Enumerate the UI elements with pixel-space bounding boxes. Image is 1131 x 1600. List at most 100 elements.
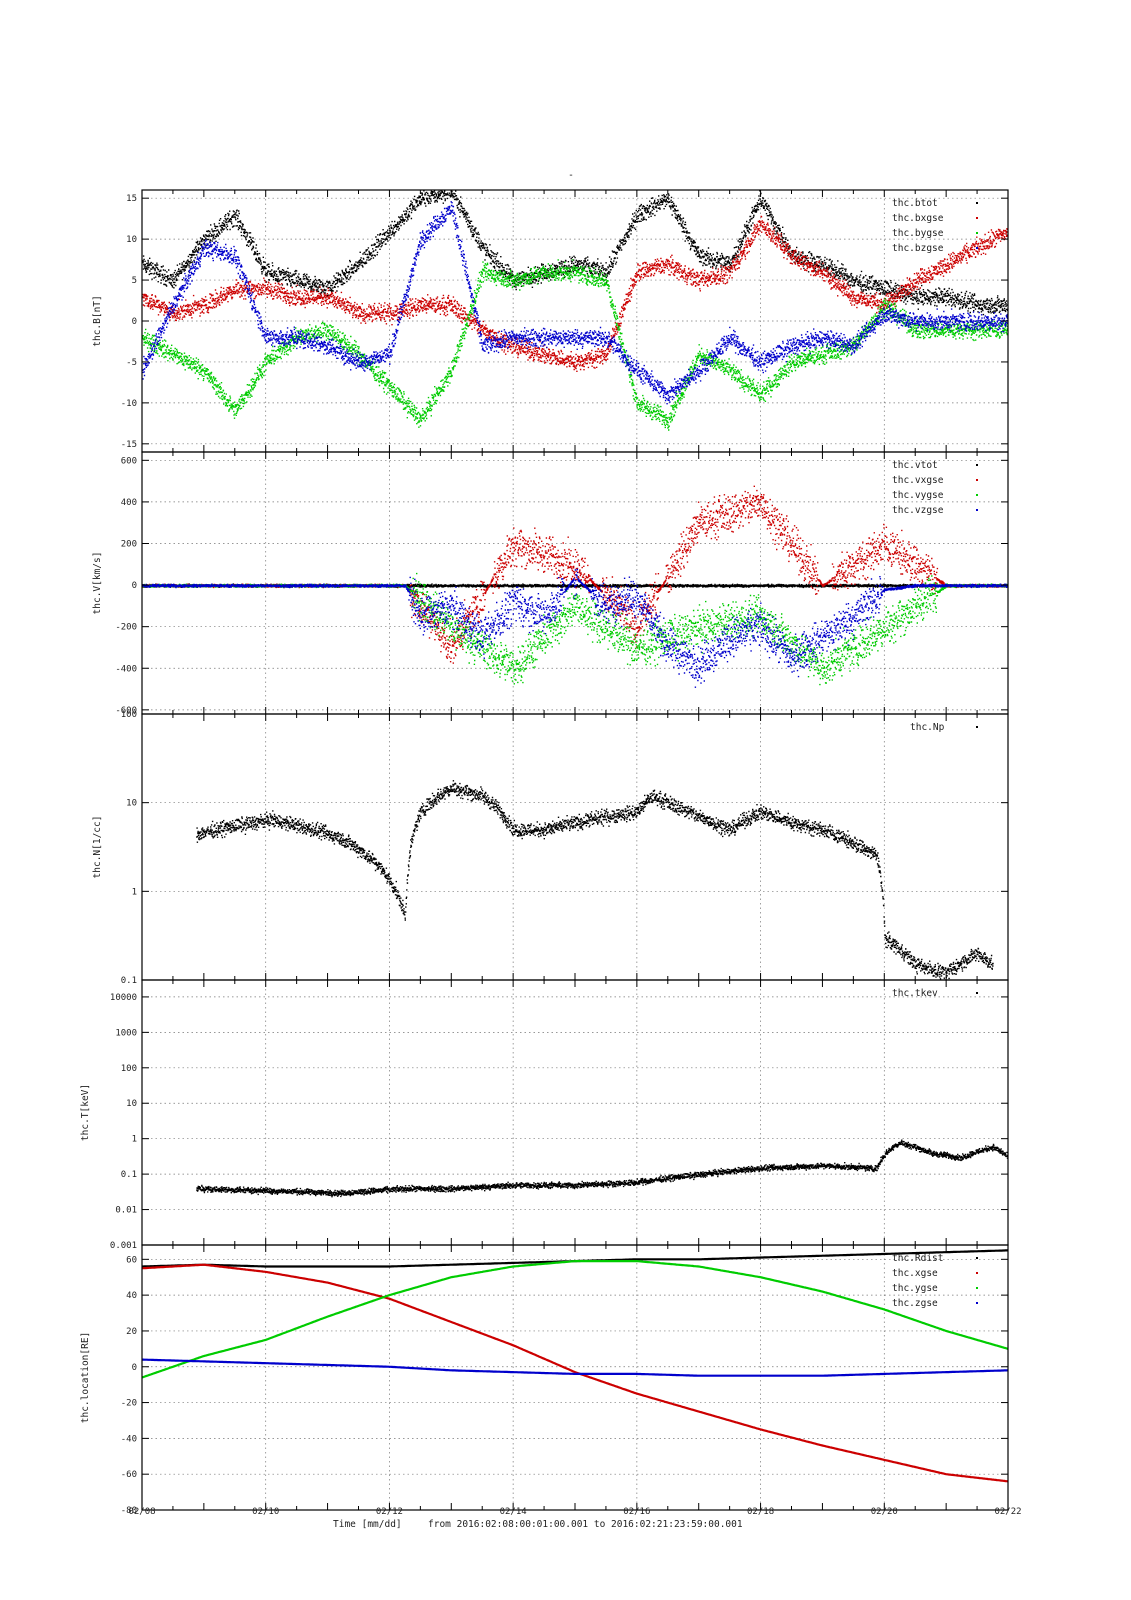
- legend-marker-thc-vxgse: [976, 479, 978, 481]
- temperature-ytick-label: 0.1: [121, 1170, 137, 1180]
- density-grid: [142, 714, 1008, 980]
- location-legend: thc.Rdist thc.xgse thc.ygse thc.zgse: [892, 1253, 978, 1309]
- legend-marker-thc-tkev: [976, 992, 978, 994]
- panel-b-field: 15 10 5 0 -5 -10 -15 thc.B[nT] thc.btot thc.bxgse…: [92, 189, 1009, 453]
- legend-label-thc-vygse: thc.vygse: [892, 490, 944, 501]
- temperature-frame: [141, 979, 1009, 1246]
- density-ytick-label: 10: [126, 799, 137, 809]
- density-legend: thc.Np: [910, 722, 978, 733]
- temperature-ytick-label: 10: [126, 1099, 137, 1109]
- velocity-ytick-label: -200: [115, 623, 137, 633]
- series-thc-vxgse: [142, 485, 1008, 664]
- legend-marker-thc-zgse: [976, 1302, 978, 1304]
- series-thc-Np: [196, 780, 994, 980]
- temperature-ytick-label: 0.01: [115, 1206, 137, 1216]
- legend-label-thc-bygse: thc.bygse: [892, 228, 944, 239]
- location-frame: [141, 1244, 1009, 1511]
- x-axis-range-text: from 2016:02:08:00:01:00.001 to 2016:02:…: [428, 1519, 743, 1530]
- location-y-axis-title: thc.location[RE]: [80, 1332, 91, 1424]
- location-ytick-label: 0: [132, 1363, 137, 1373]
- points-thc-bzgse: [142, 201, 1008, 405]
- location-ytick-label: -20: [121, 1399, 137, 1409]
- location-ytick-label: -80: [121, 1506, 137, 1516]
- legend-label-thc-bxgse: thc.bxgse: [892, 213, 944, 224]
- velocity-ytick-label: 600: [121, 456, 137, 466]
- velocity-data: [142, 485, 1008, 688]
- page-title: -: [568, 170, 574, 181]
- series-thc-vygse: [142, 572, 1008, 686]
- panels-group: 151050-5-10-15thc.B[nT]thc.btotthc.bxgse…: [80, 189, 1009, 1516]
- series-thc-bzgse: [142, 201, 1008, 405]
- legend-label-thc-vxgse: thc.vxgse: [892, 475, 944, 486]
- panel-location: 60 40 20 0 -20 -40 -60 -80 thc.location[RE] thc.R…: [80, 1244, 1009, 1516]
- legend-label-thc-Rdist: thc.Rdist: [892, 1253, 943, 1264]
- location-ytick-label: 60: [126, 1255, 137, 1265]
- b-field-ytick-label: -10: [121, 399, 137, 409]
- legend-label-thc-tkev: thc.tkev: [892, 988, 938, 999]
- line-thc-ygse: [142, 1259, 1008, 1379]
- series-thc-ygse: [142, 1259, 1008, 1379]
- velocity-y-axis-title: thc.V[km/s]: [92, 552, 103, 615]
- x-tick-label: 02/22: [994, 1507, 1021, 1517]
- legend-label-thc-ygse: thc.ygse: [892, 1283, 938, 1294]
- legend-marker-thc-bygse: [976, 232, 978, 234]
- series-thc-xgse: [142, 1263, 1008, 1483]
- series-thc-btot: [142, 190, 1008, 317]
- panel-density: 100 10 1 0.1 thc.N[1/cc] thc.Np: [92, 710, 1009, 986]
- b-field-y-ticks: 15 10 5 0 -5 -10 -15: [121, 194, 1008, 450]
- points-thc-vzgse: [142, 568, 1008, 688]
- legend-label-thc-Np: thc.Np: [910, 722, 945, 733]
- temperature-ytick-label: 1: [132, 1135, 137, 1145]
- density-data: [196, 780, 994, 980]
- legend-label-thc-zgse: thc.zgse: [892, 1298, 938, 1309]
- series-thc-zgse: [142, 1358, 1008, 1377]
- legend-marker-thc-btot: [976, 202, 978, 204]
- line-thc-xgse: [142, 1263, 1008, 1483]
- b-field-y-axis-title: thc.B[nT]: [92, 295, 103, 346]
- legend-marker-thc-vtot: [976, 464, 978, 466]
- legend-marker-thc-bzgse: [976, 247, 978, 249]
- points-thc-Np: [196, 780, 994, 980]
- x-tick-label: 02/20: [871, 1507, 898, 1517]
- legend-marker-thc-Np: [976, 726, 978, 728]
- series-thc-bxgse: [142, 215, 1008, 372]
- location-ytick-label: 40: [126, 1291, 137, 1301]
- legend-marker-thc-xgse: [976, 1272, 978, 1274]
- series-thc-Rdist: [142, 1249, 1008, 1268]
- velocity-x-ticks: [141, 452, 1009, 714]
- points-thc-bxgse: [142, 215, 1008, 372]
- legend-label-thc-vtot: thc.vtot: [892, 460, 938, 471]
- temperature-y-axis-title: thc.T[keV]: [80, 1084, 91, 1141]
- temperature-ytick-label: 0.001: [110, 1241, 137, 1251]
- x-tick-label: 02/16: [623, 1507, 650, 1517]
- temperature-ytick-label: 100: [121, 1064, 137, 1074]
- location-ytick-label: 20: [126, 1327, 137, 1337]
- density-y-axis-title: thc.N[1/cc]: [92, 816, 103, 879]
- series-thc-tkev: [196, 1139, 1008, 1198]
- panel-temperature: 10000 1000 100 10 1 0.1 0.01 0.001 thc.T[keV] thc…: [80, 979, 1009, 1251]
- legend-marker-thc-vzgse: [976, 509, 978, 511]
- legend-marker-thc-ygse: [976, 1287, 978, 1289]
- location-ytick-label: -40: [121, 1434, 137, 1444]
- density-ytick-label: 1: [132, 887, 137, 897]
- temperature-y-ticks: 10000 1000 100 10 1 0.1 0.01 0.001: [110, 993, 1008, 1251]
- velocity-y-ticks: 600 400 200 0 -200 -400 -600: [115, 456, 1008, 716]
- legend-marker-thc-bxgse: [976, 217, 978, 219]
- legend-label-thc-vzgse: thc.vzgse: [892, 505, 944, 516]
- density-ytick-label: 0.1: [121, 976, 137, 986]
- legend-label-thc-xgse: thc.xgse: [892, 1268, 938, 1279]
- velocity-ytick-label: 200: [121, 539, 137, 549]
- x-tick-label: 02/08: [128, 1507, 155, 1517]
- velocity-ytick-label: -400: [115, 664, 137, 674]
- x-tick-label: 02/12: [376, 1507, 403, 1517]
- density-x-ticks: [141, 714, 1009, 980]
- legend-marker-thc-vygse: [976, 494, 978, 496]
- b-field-ytick-label: 0: [132, 317, 137, 327]
- b-field-ytick-label: 10: [126, 235, 137, 245]
- location-ytick-label: -60: [121, 1470, 137, 1480]
- x-axis-title: Time [mm/dd]: [333, 1519, 402, 1530]
- series-thc-vzgse: [142, 568, 1008, 688]
- temperature-ytick-label: 1000: [115, 1028, 137, 1038]
- x-tick-label: 02/18: [747, 1507, 774, 1517]
